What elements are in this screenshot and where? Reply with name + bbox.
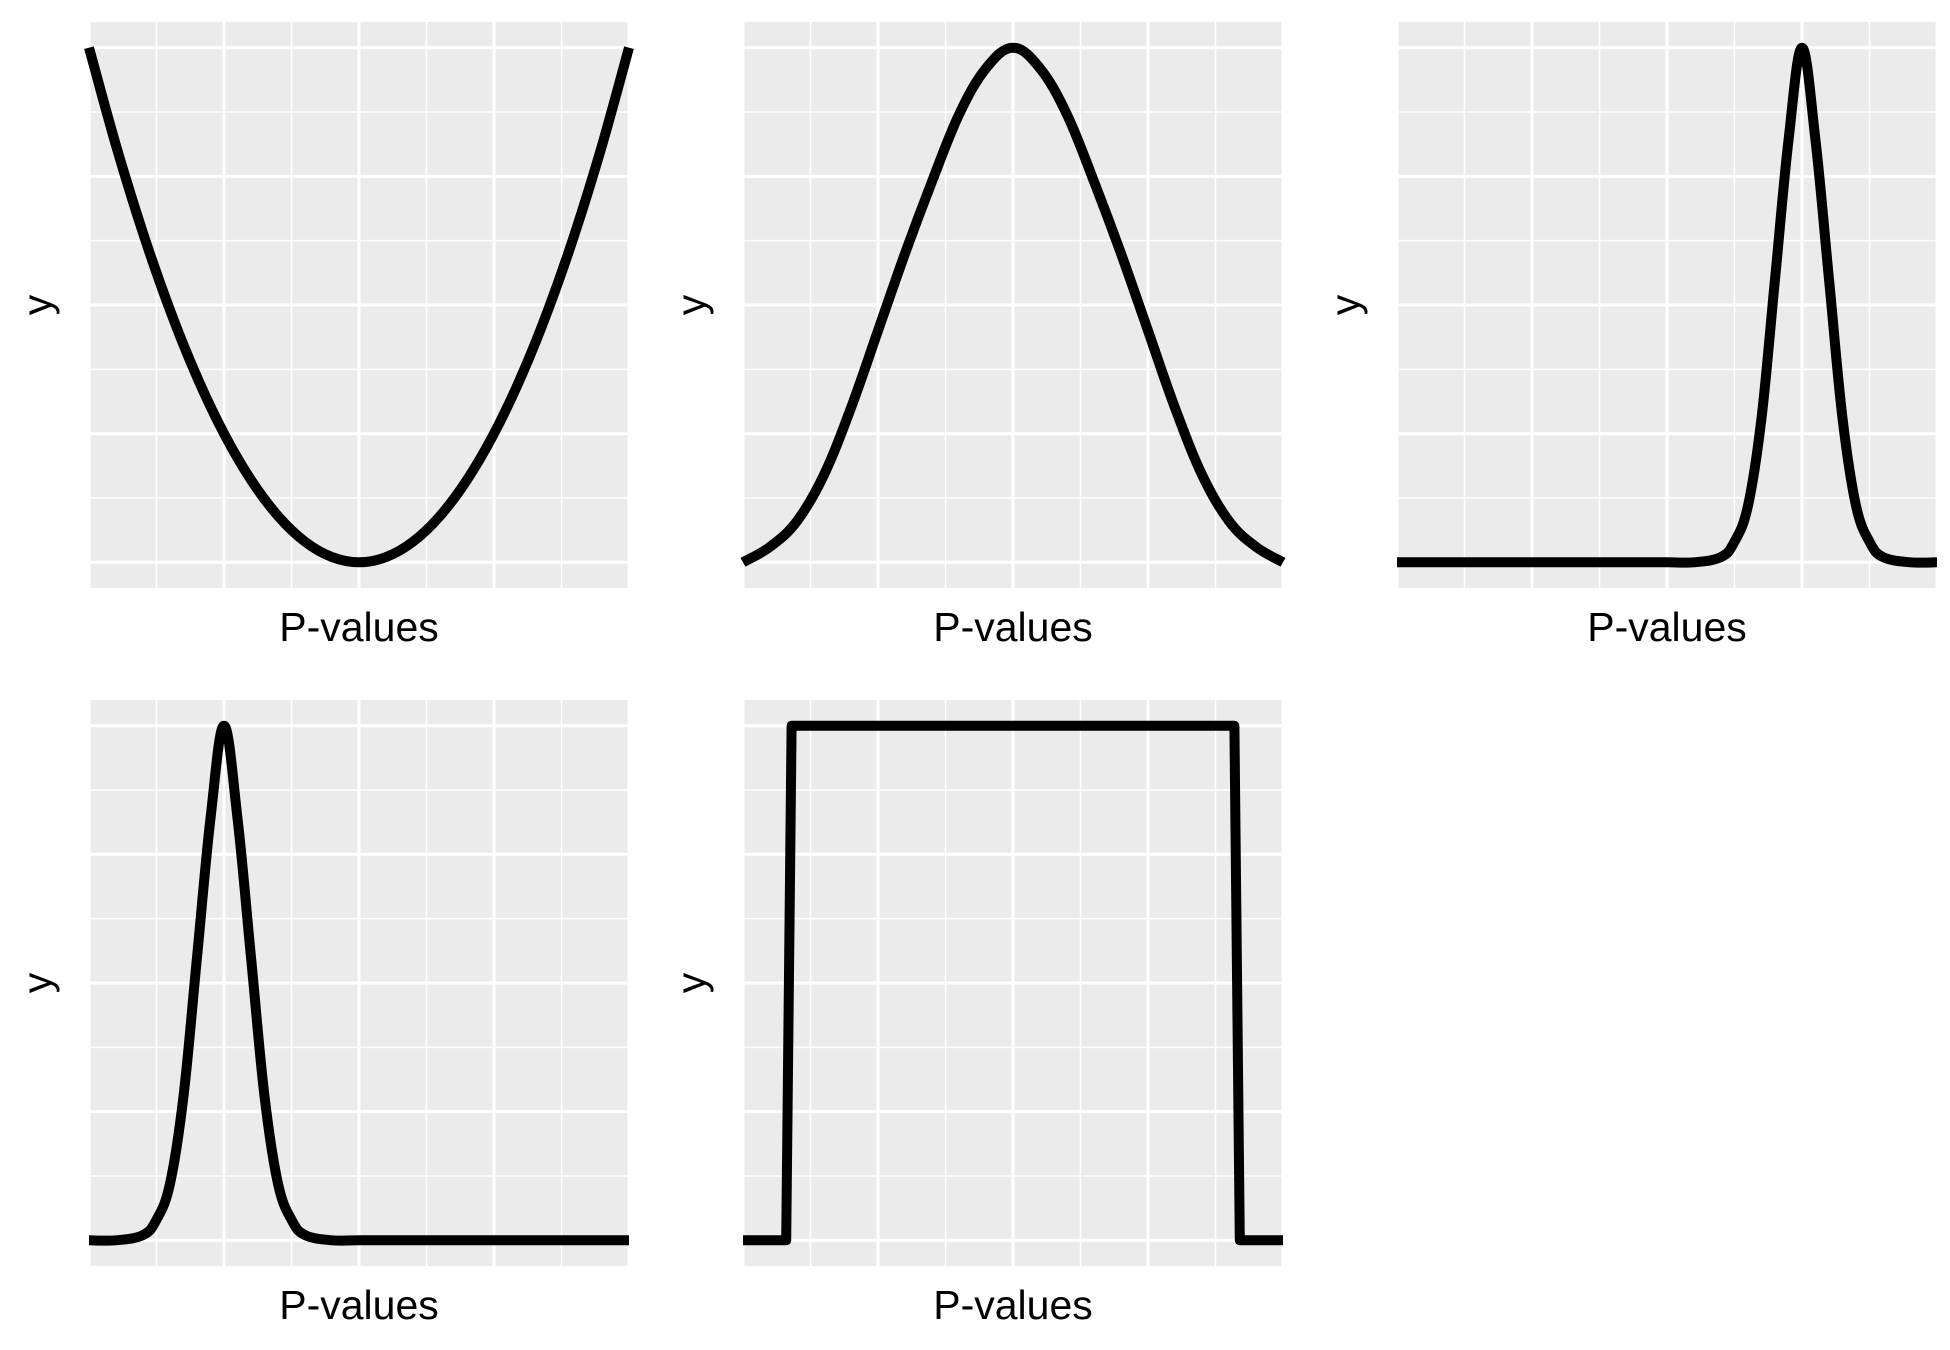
x-axis-title: P-values	[933, 604, 1093, 650]
x-axis-title: P-values	[1587, 604, 1747, 650]
series-line	[1397, 42, 1938, 568]
y-axis-title: y	[668, 294, 714, 315]
y-axis-title: y	[1322, 294, 1368, 315]
x-axis-title: P-values	[933, 1282, 1093, 1328]
chart-panel-4: P-values y	[14, 700, 631, 1328]
series-line	[84, 46, 634, 568]
y-axis-title: y	[14, 294, 60, 315]
series-line	[88, 720, 629, 1246]
series-line	[740, 42, 1286, 567]
x-axis-title: P-values	[279, 1282, 439, 1328]
chart-panel-2: P-values y	[668, 22, 1286, 650]
chart-panel-1: P-values y	[14, 22, 634, 650]
y-axis-title: y	[14, 972, 60, 993]
y-axis-title: y	[668, 972, 714, 993]
series-line	[743, 720, 1283, 1246]
x-axis-title: P-values	[279, 604, 439, 650]
chart-panel-3: P-values y	[1322, 22, 1939, 650]
chart-panel-5: P-values y	[668, 700, 1285, 1328]
